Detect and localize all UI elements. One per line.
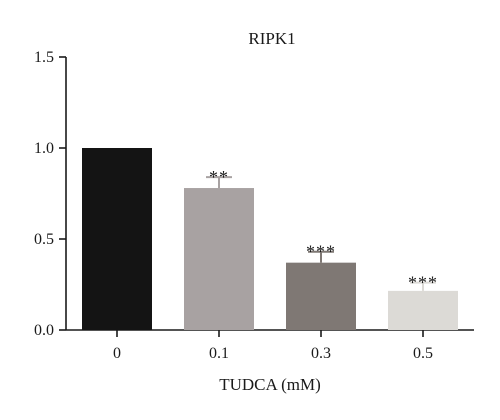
bars: ********	[82, 148, 458, 330]
x-tick-label: 0	[113, 345, 121, 362]
x-ticks: 0 0.1 0.3 0.5	[113, 330, 433, 362]
bar	[184, 188, 254, 330]
bar	[286, 262, 356, 330]
bar	[82, 148, 152, 330]
significance-label: **	[209, 167, 229, 187]
x-tick-label: 0.1	[209, 345, 229, 362]
y-tick-label: 0.0	[34, 322, 54, 339]
x-tick-label: 0.5	[413, 345, 433, 362]
y-ticks: 0.0 0.5 1.0 1.5	[34, 49, 66, 339]
chart-title: RIPK1	[248, 29, 295, 48]
x-tick-label: 0.3	[311, 345, 331, 362]
x-axis-label: TUDCA (mM)	[219, 375, 321, 394]
y-tick-label: 1.5	[34, 49, 54, 66]
y-tick-label: 1.0	[34, 140, 54, 157]
y-tick-label: 0.5	[34, 231, 54, 248]
significance-label: ***	[306, 242, 336, 262]
significance-label: ***	[408, 273, 438, 293]
bar	[388, 290, 458, 330]
